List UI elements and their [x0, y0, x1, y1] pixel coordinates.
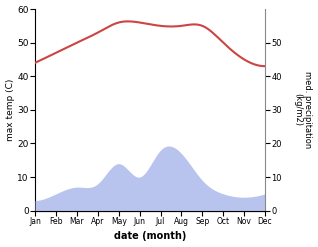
Y-axis label: max temp (C): max temp (C) [5, 79, 15, 141]
X-axis label: date (month): date (month) [114, 231, 186, 242]
Y-axis label: med. precipitation
(kg/m2): med. precipitation (kg/m2) [293, 71, 313, 148]
